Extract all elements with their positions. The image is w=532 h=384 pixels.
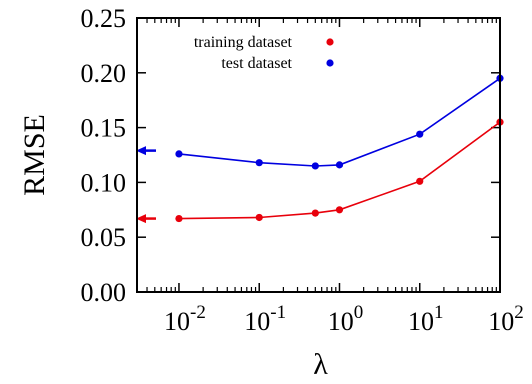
x-tick-label: 100 xyxy=(328,302,364,336)
x-axis-title: λ xyxy=(313,348,328,381)
y-tick-labels: 0.00 0.05 0.10 0.15 0.20 0.25 xyxy=(81,4,127,307)
x-tick-label: 102 xyxy=(488,302,524,336)
x-tick-exponent: 2 xyxy=(514,302,524,323)
data-point xyxy=(311,162,319,170)
y-tick-label: 0.05 xyxy=(81,223,127,252)
legend-marker xyxy=(326,38,334,46)
data-series xyxy=(175,74,504,223)
x-tick-base: 10 xyxy=(488,307,514,336)
x-tick-base: 10 xyxy=(408,307,434,336)
plot-frame xyxy=(136,17,501,293)
x-tick-base: 10 xyxy=(164,307,190,336)
y-tick-label: 0.25 xyxy=(81,4,127,33)
y-tick-label: 0.15 xyxy=(81,114,127,143)
legend-label: test dataset xyxy=(221,55,292,72)
reference-arrows xyxy=(136,146,156,224)
x-tick-exponent: 0 xyxy=(354,302,364,323)
x-tick-labels: 10-2 10-1 100 101 102 xyxy=(164,302,524,336)
x-tick-exponent: 1 xyxy=(434,302,444,323)
reference-arrow-head xyxy=(136,146,146,156)
legend-label: training dataset xyxy=(194,34,293,51)
data-point xyxy=(311,209,319,217)
data-point xyxy=(416,130,424,138)
x-tick-base: 10 xyxy=(244,307,270,336)
x-tick-label: 101 xyxy=(408,302,444,336)
data-point xyxy=(175,214,183,223)
x-tick-label: 10-2 xyxy=(164,302,206,336)
y-tick-label: 0.20 xyxy=(81,59,127,88)
x-tick-exponent: -2 xyxy=(190,302,206,323)
data-point xyxy=(175,150,183,158)
y-tick-label: 0.10 xyxy=(81,168,127,197)
legend: training dataset test dataset xyxy=(194,34,334,72)
series-line xyxy=(178,121,501,220)
reference-arrow-head xyxy=(136,214,146,224)
x-tick-base: 10 xyxy=(328,307,354,336)
data-point xyxy=(335,161,344,169)
data-point xyxy=(255,159,263,167)
legend-marker xyxy=(326,59,334,67)
x-tick-exponent: -1 xyxy=(270,302,286,323)
data-point xyxy=(255,213,263,222)
series-line xyxy=(178,77,501,167)
data-point xyxy=(416,177,424,185)
x-tick-label: 10-1 xyxy=(244,302,286,336)
data-point xyxy=(335,206,344,214)
y-axis-title: RMSE xyxy=(18,114,51,196)
y-tick-label: 0.00 xyxy=(81,278,127,307)
